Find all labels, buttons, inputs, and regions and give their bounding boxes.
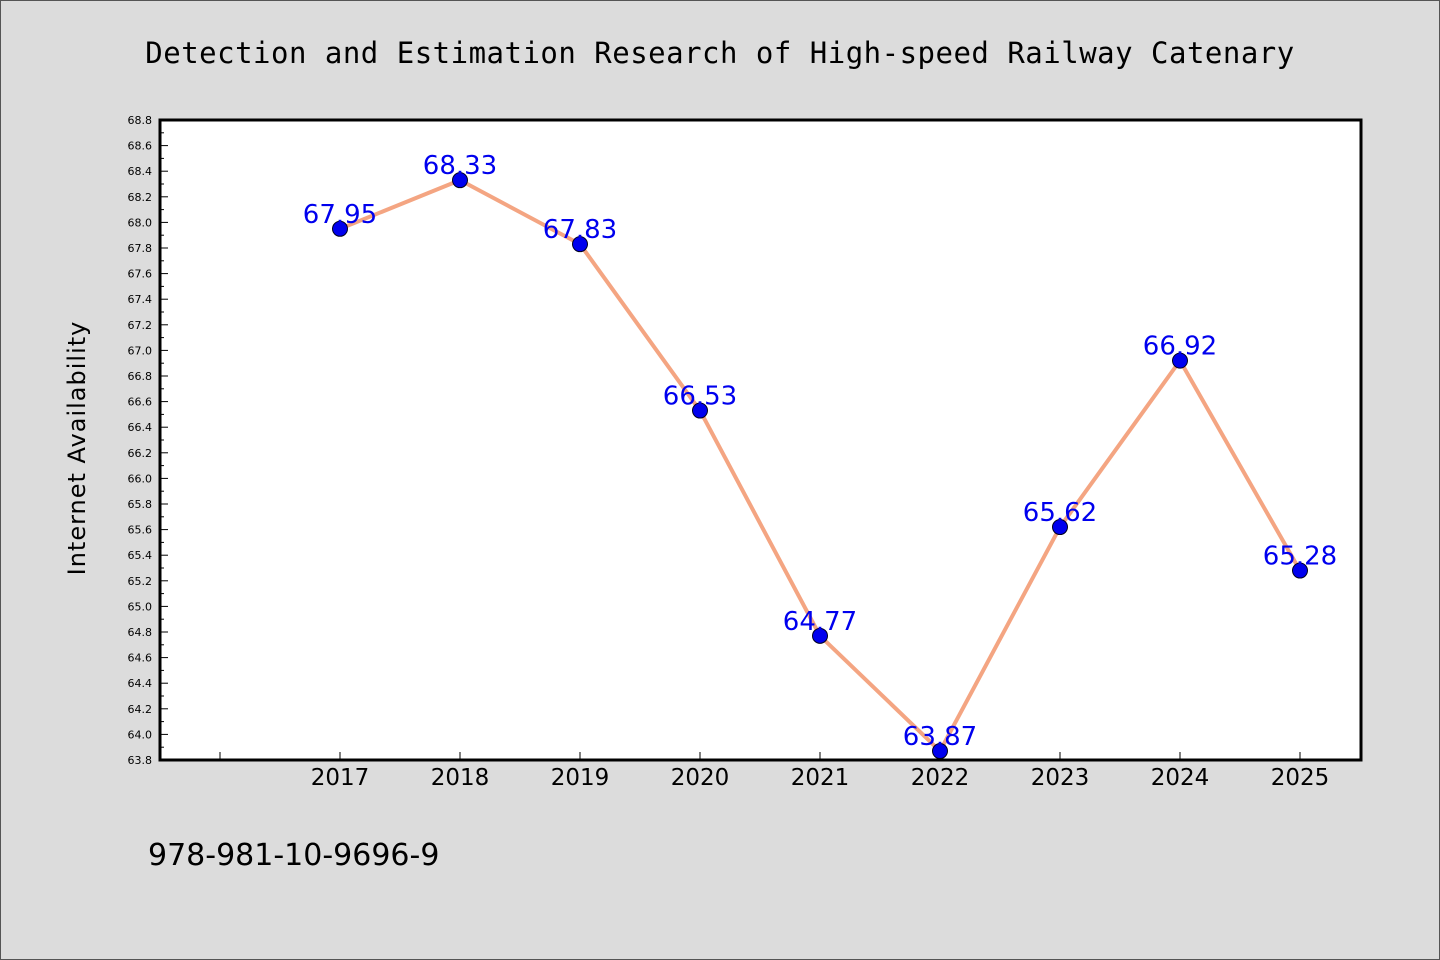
- y-tick-label: 66.6: [128, 396, 153, 409]
- y-tick-label: 64.4: [128, 677, 153, 690]
- y-tick-label: 64.0: [128, 728, 153, 741]
- y-tick-label: 66.2: [128, 447, 153, 460]
- chart-title: Detection and Estimation Research of Hig…: [145, 36, 1294, 70]
- x-tick-label: 2020: [671, 765, 730, 791]
- y-tick-label: 66.4: [128, 421, 153, 434]
- y-tick-label: 65.2: [128, 575, 153, 588]
- y-tick-label: 68.4: [128, 165, 153, 178]
- data-label: 67.95: [303, 200, 377, 230]
- x-tick-label: 2024: [1151, 765, 1210, 791]
- x-tick-label: 2017: [311, 765, 370, 791]
- y-tick-label: 66.0: [128, 472, 153, 485]
- data-label: 67.83: [543, 215, 617, 245]
- x-tick-label: 2018: [431, 765, 490, 791]
- data-point: [1292, 562, 1308, 579]
- x-tick-label: 2021: [791, 765, 850, 791]
- y-tick-label: 65.4: [128, 549, 153, 562]
- data-label: 65.28: [1263, 542, 1337, 572]
- y-tick-label: 66.8: [128, 370, 153, 383]
- y-axis: 63.8 64.0 64.2 64.4 64.6 64.8 65.0 65.2 65.4 65.6…: [128, 114, 168, 767]
- data-point: [692, 402, 708, 419]
- x-tick-label: 2023: [1031, 765, 1090, 791]
- x-tick-label: 2019: [551, 765, 610, 791]
- y-tick-label: 65.6: [128, 524, 153, 537]
- plot-frame: [158, 118, 1363, 762]
- data-point: [1052, 519, 1068, 536]
- data-label: 63.87: [903, 722, 977, 752]
- y-tick-label: 67.8: [128, 242, 153, 255]
- y-tick-label: 68.8: [128, 114, 153, 127]
- y-tick-label: 64.6: [128, 652, 153, 665]
- data-point: [812, 627, 828, 644]
- data-point: [452, 172, 468, 189]
- y-tick-label: 67.6: [128, 268, 153, 281]
- y-axis-label: Internet Availability: [63, 321, 91, 576]
- footer-isbn: 978-981-10-9696-9: [148, 838, 439, 873]
- y-tick-label: 63.8: [128, 754, 153, 767]
- data-label: 66.92: [1143, 332, 1217, 362]
- y-tick-label: 65.8: [128, 498, 153, 511]
- y-tick-label: 65.0: [128, 600, 153, 613]
- data-point: [332, 220, 348, 237]
- data-label: 68.33: [423, 151, 497, 181]
- y-tick-label: 68.0: [128, 216, 153, 229]
- series-markers-group: [332, 172, 1308, 760]
- y-tick-label: 67.2: [128, 319, 153, 332]
- data-labels-group: 67.95 68.33 67.83 66.53 64.77 63.87 65.62 66.92…: [303, 151, 1337, 752]
- data-point: [1172, 352, 1188, 369]
- y-tick-label: 64.8: [128, 626, 153, 639]
- x-tick-label: 2025: [1271, 765, 1330, 791]
- y-tick-label: 68.6: [128, 140, 153, 153]
- data-label: 64.77: [783, 607, 857, 637]
- x-tick-label: 2022: [911, 765, 970, 791]
- plot-area: [160, 120, 1361, 760]
- data-label: 65.62: [1023, 498, 1097, 528]
- y-tick-label: 67.0: [128, 344, 153, 357]
- data-label: 66.53: [663, 382, 737, 412]
- y-tick-label: 68.2: [128, 191, 153, 204]
- x-axis: 2017 2018 2019 2020 2021 2022 2023 2024 2025: [219, 752, 1330, 791]
- y-tick-label: 67.4: [128, 293, 153, 306]
- data-point: [572, 236, 588, 253]
- y-tick-label: 64.2: [128, 703, 153, 716]
